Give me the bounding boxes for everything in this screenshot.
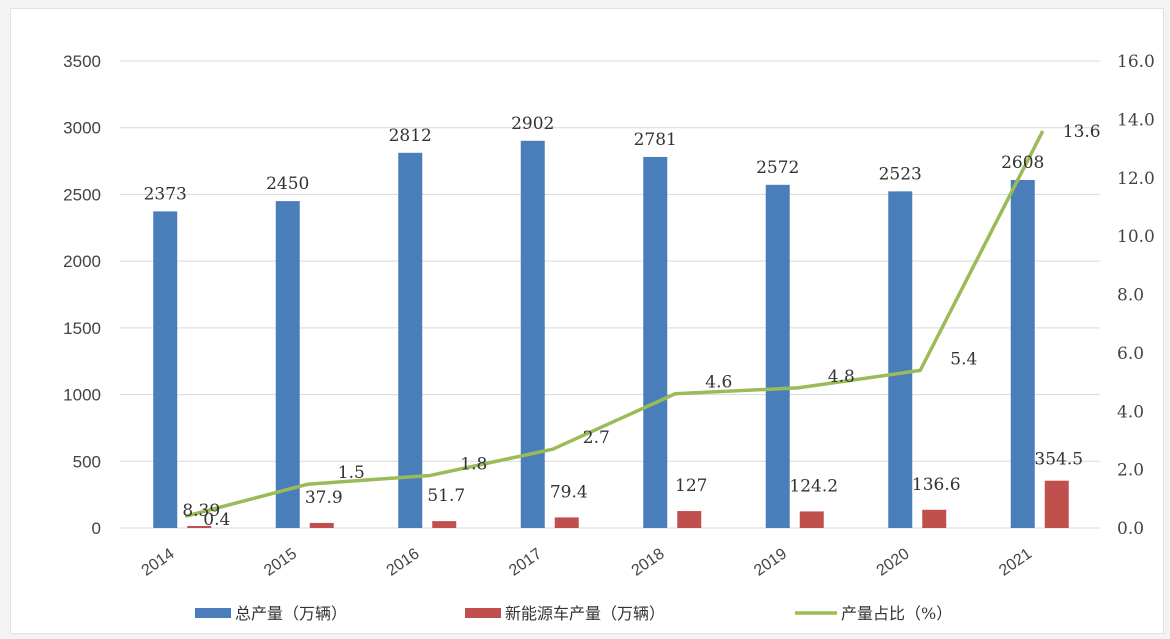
data-label-new-energy: 354.5	[1034, 450, 1083, 470]
data-label-share: 2.7	[583, 428, 610, 448]
bar-new-energy	[799, 511, 824, 528]
chart-frame	[10, 8, 1164, 634]
y-tick-left: 2000	[63, 252, 101, 271]
data-label-total: 2450	[266, 174, 309, 194]
x-tick-label: 2018	[629, 545, 668, 579]
data-label-total: 2608	[1001, 153, 1044, 173]
bar-new-energy	[187, 526, 212, 528]
y-tick-left: 500	[73, 452, 101, 471]
x-tick-label: 2017	[506, 545, 545, 579]
legend-item-total-label: 总产量（万辆）	[235, 604, 347, 623]
data-label-new-energy: 136.6	[912, 475, 961, 495]
bar-total	[765, 184, 790, 528]
bar-new-energy	[677, 511, 702, 528]
y-tick-right: 6.0	[1117, 344, 1144, 364]
data-label-share: 13.6	[1063, 122, 1101, 142]
legend-item-new-energy-label: 新能源车产量（万辆）	[505, 604, 665, 623]
bar-new-energy	[922, 509, 947, 528]
legend-item-share-label: 产量占比（%）	[841, 604, 952, 623]
data-label-new-energy: 37.9	[305, 488, 343, 508]
legend-item-total-swatch	[195, 608, 231, 618]
x-tick-label: 2021	[996, 545, 1035, 579]
data-label-new-energy: 51.7	[427, 486, 465, 506]
y-tick-left: 3000	[63, 119, 101, 138]
x-tick-label: 2020	[874, 545, 913, 579]
y-tick-left: 0	[92, 519, 101, 538]
data-label-total: 2812	[389, 126, 432, 146]
bar-total	[1010, 180, 1035, 528]
y-tick-right: 4.0	[1117, 402, 1144, 422]
y-tick-right: 0.0	[1117, 519, 1144, 539]
x-tick-label: 2019	[751, 545, 790, 579]
bar-new-energy	[1044, 480, 1069, 528]
x-tick-label: 2016	[384, 545, 423, 579]
data-label-share: 4.6	[705, 373, 732, 393]
bar-total	[275, 201, 300, 528]
y-tick-left: 3500	[63, 52, 101, 71]
y-tick-left: 1500	[63, 319, 101, 338]
y-tick-right: 2.0	[1117, 461, 1144, 481]
data-label-new-energy: 127	[675, 476, 707, 496]
bar-new-energy	[554, 517, 579, 528]
legend-item-new-energy-swatch	[465, 608, 501, 618]
data-label-total: 2781	[634, 130, 677, 150]
data-label-new-energy: 8.39	[182, 501, 220, 521]
bar-total	[520, 140, 545, 528]
data-label-share: 5.4	[950, 349, 977, 369]
bar-total	[643, 156, 668, 528]
data-label-total: 2902	[511, 114, 554, 134]
bar-total	[153, 211, 178, 528]
data-label-total: 2523	[879, 164, 922, 184]
data-label-share: 0.4	[203, 510, 230, 530]
data-label-new-energy: 79.4	[550, 482, 588, 502]
data-label-share: 1.5	[338, 463, 365, 483]
data-label-share: 4.8	[828, 367, 855, 387]
bar-new-energy	[309, 522, 334, 528]
line-share	[184, 130, 1045, 519]
y-tick-right: 12.0	[1117, 169, 1155, 189]
y-tick-left: 1000	[63, 386, 101, 405]
data-label-total: 2373	[144, 184, 187, 204]
x-tick-label: 2014	[139, 545, 178, 579]
y-tick-right: 8.0	[1117, 286, 1144, 306]
y-tick-right: 10.0	[1117, 227, 1155, 247]
bar-total	[888, 191, 913, 528]
y-tick-right: 16.0	[1117, 52, 1155, 72]
bar-new-energy	[432, 521, 457, 528]
x-tick-label: 2015	[261, 545, 300, 579]
y-tick-left: 2500	[63, 185, 101, 204]
data-label-share: 1.8	[460, 454, 487, 474]
data-label-new-energy: 124.2	[789, 476, 838, 496]
data-label-total: 2572	[756, 158, 799, 178]
y-tick-right: 14.0	[1117, 110, 1155, 130]
bar-total	[398, 152, 423, 528]
